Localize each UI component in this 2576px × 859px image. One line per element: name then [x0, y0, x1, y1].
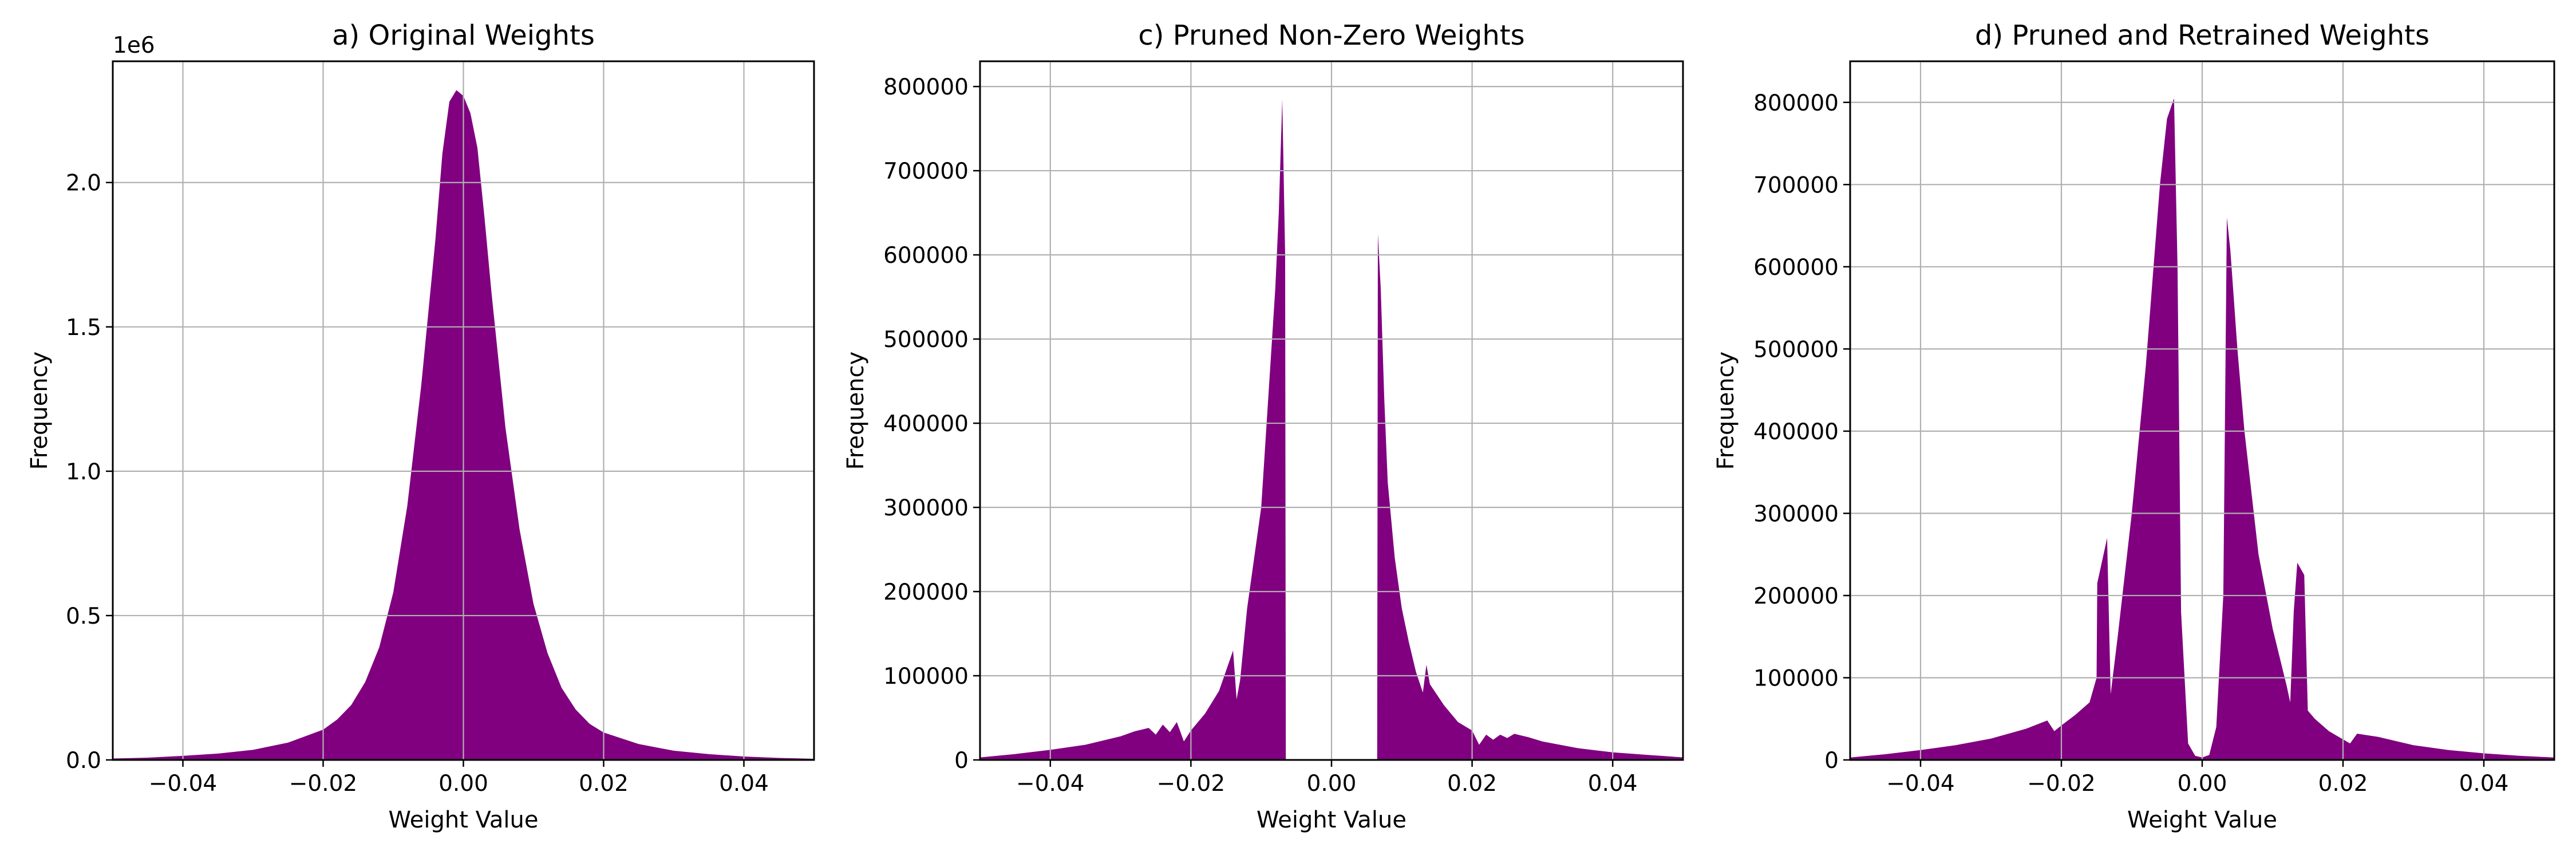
panel-d-x-tick-label-1: −0.02 [2027, 771, 2096, 797]
panel-d-x-tick-label-2: 0.00 [2178, 771, 2227, 797]
panel-c-y-tick-label-7: 700000 [883, 159, 969, 184]
panel-d-y-tick-label-2: 200000 [1753, 584, 1839, 609]
panel-d-x-tick-label-4: 0.04 [2459, 771, 2509, 797]
panel-a: a) Original Weights Weight Value Frequen… [26, 19, 815, 833]
panel-a-y-tick-label-1: 0.5 [66, 604, 101, 629]
panel-c-y-tick-label-3: 300000 [883, 495, 969, 521]
panel-a-ylabel: Frequency [26, 352, 53, 470]
panel-a-y-offset-label: 1e6 [113, 33, 155, 58]
panel-a-y-tick-label-2: 1.0 [66, 459, 101, 485]
panel-c-y-tick-label-6: 600000 [883, 243, 969, 269]
panel-a-x-tick-label-3: 0.02 [579, 771, 629, 797]
panel-d-y-tick-label-1: 100000 [1753, 665, 1839, 691]
panel-d-xlabel: Weight Value [2127, 807, 2277, 833]
panel-c-y-tick-label-5: 500000 [883, 327, 969, 353]
panel-c-x-tick-label-0: −0.04 [1016, 771, 1085, 797]
panel-c-y-tick-label-4: 400000 [883, 411, 969, 437]
panel-a-x-tick-label-0: −0.04 [149, 771, 218, 797]
panel-d-y-tick-label-5: 500000 [1753, 337, 1839, 362]
panel-d-y-tick-label-7: 700000 [1753, 172, 1839, 198]
panel-c-ylabel: Frequency [843, 352, 869, 470]
panel-c-y-tick-label-0: 0 [954, 748, 969, 774]
panel-d-y-tick-label-0: 0 [1824, 748, 1839, 774]
panel-a-y-tick-label-3: 1.5 [66, 315, 101, 341]
panel-a-title: a) Original Weights [332, 19, 595, 52]
panel-c-xlabel: Weight Value [1257, 807, 1406, 833]
panel-d: d) Pruned and Retrained Weights Weight V… [1713, 19, 2555, 833]
panel-d-title: d) Pruned and Retrained Weights [1975, 19, 2429, 52]
panel-c-y-tick-label-2: 200000 [883, 580, 969, 605]
panel-a-x-tick-label-1: −0.02 [289, 771, 358, 797]
panel-d-y-tick-label-8: 800000 [1753, 90, 1839, 116]
panel-c-y-tick-label-1: 100000 [883, 664, 969, 689]
panel-c: c) Pruned Non-Zero Weights Weight Value … [843, 19, 1684, 833]
panel-c-y-tick-label-8: 800000 [883, 74, 969, 100]
panel-d-x-tick-label-3: 0.02 [2318, 771, 2368, 797]
panel-c-x-tick-label-3: 0.02 [1447, 771, 1497, 797]
panel-a-xlabel: Weight Value [389, 807, 539, 833]
panel-d-x-tick-label-0: −0.04 [1886, 771, 1955, 797]
panel-c-x-tick-label-2: 0.00 [1307, 771, 1357, 797]
panel-d-y-tick-label-6: 600000 [1753, 255, 1839, 281]
panel-d-y-tick-label-3: 300000 [1753, 501, 1839, 527]
panel-a-y-tick-label-0: 0.0 [66, 748, 101, 774]
panel-d-ylabel: Frequency [1713, 352, 1739, 470]
panel-a-x-tick-label-4: 0.04 [719, 771, 769, 797]
panel-a-x-tick-label-2: 0.00 [438, 771, 488, 797]
panel-a-y-tick-label-4: 2.0 [66, 171, 101, 196]
panel-c-x-tick-label-1: −0.02 [1157, 771, 1226, 797]
panel-d-y-tick-label-4: 400000 [1753, 419, 1839, 445]
panel-c-x-tick-label-4: 0.04 [1588, 771, 1638, 797]
panel-c-title: c) Pruned Non-Zero Weights [1138, 19, 1524, 52]
